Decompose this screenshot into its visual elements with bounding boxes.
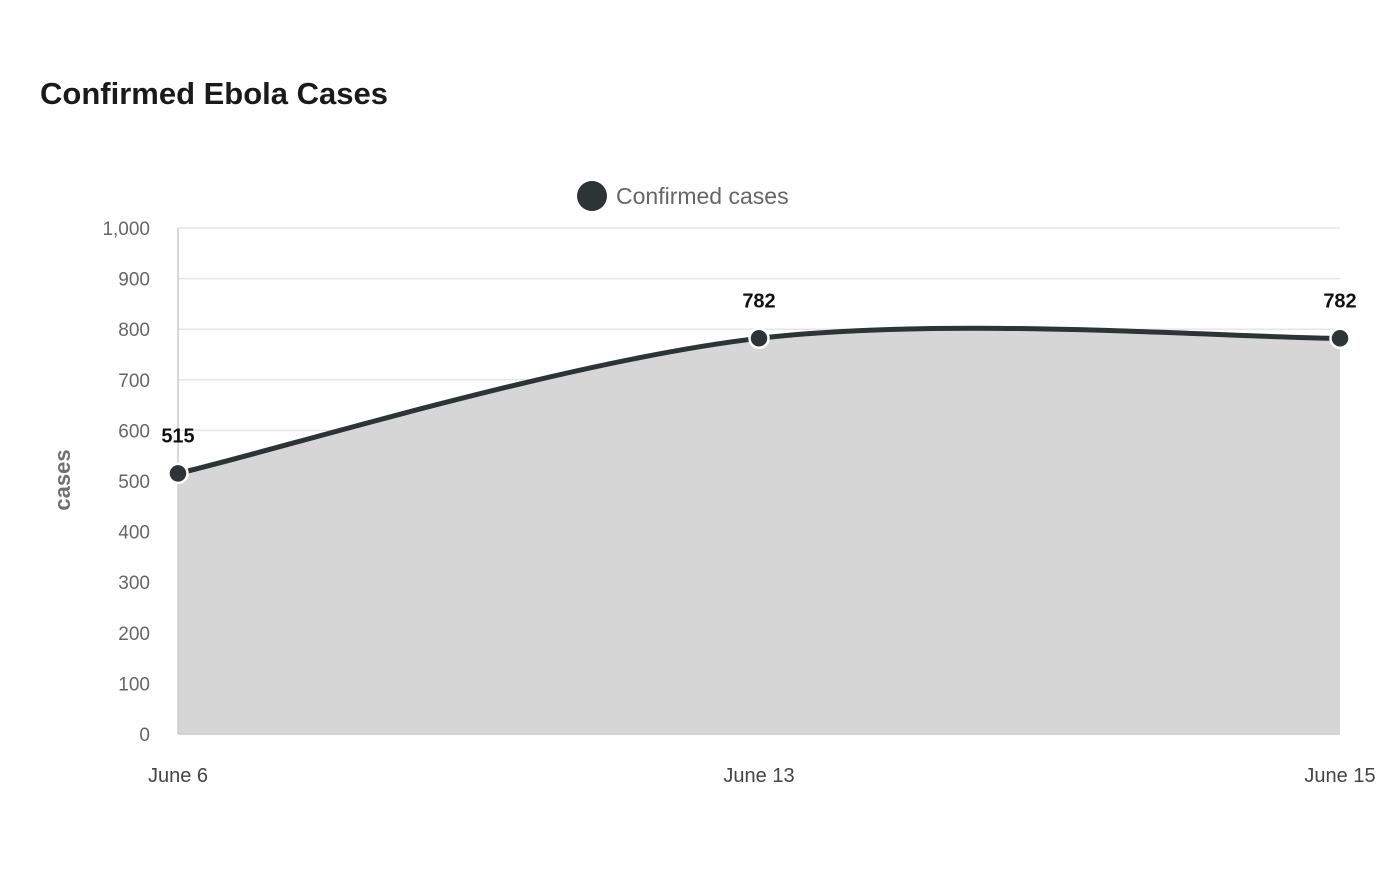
y-tick-label: 900 [118,270,150,291]
y-tick-label: 700 [118,371,150,392]
chart-title: Confirmed Ebola Cases [40,76,388,111]
y-axis-title: cases [50,449,75,510]
data-point[interactable] [167,462,189,485]
data-labels: 515 782 782 [161,290,1356,447]
y-tick-label: 100 [118,674,150,695]
y-tick-label: 800 [118,320,150,341]
x-tick-label: June 15 [1304,765,1375,787]
data-label: 782 [1323,290,1356,312]
data-label: 782 [742,290,775,312]
y-tick-label: 600 [118,421,150,442]
y-tick-label: 300 [118,573,150,594]
area-fill [178,328,1340,734]
legend[interactable]: Confirmed cases [577,181,789,211]
y-tick-label: 500 [118,472,150,493]
axes: 0 100 200 300 400 500 600 700 800 900 1,000 June 6 J… [102,219,1375,787]
data-label: 515 [161,425,194,447]
y-tick-label: 400 [118,523,150,544]
data-point[interactable] [1329,327,1351,350]
area-fill-group [178,328,1340,734]
data-point[interactable] [748,327,770,350]
data-points [167,327,1351,485]
legend-label[interactable]: Confirmed cases [616,183,789,209]
x-tick-label: June 6 [148,765,208,787]
y-tick-label: 200 [118,624,150,645]
y-tick-label: 1,000 [102,219,150,240]
y-tick-label: 0 [139,725,150,746]
x-tick-label: June 13 [723,765,794,787]
legend-marker[interactable] [577,181,607,211]
